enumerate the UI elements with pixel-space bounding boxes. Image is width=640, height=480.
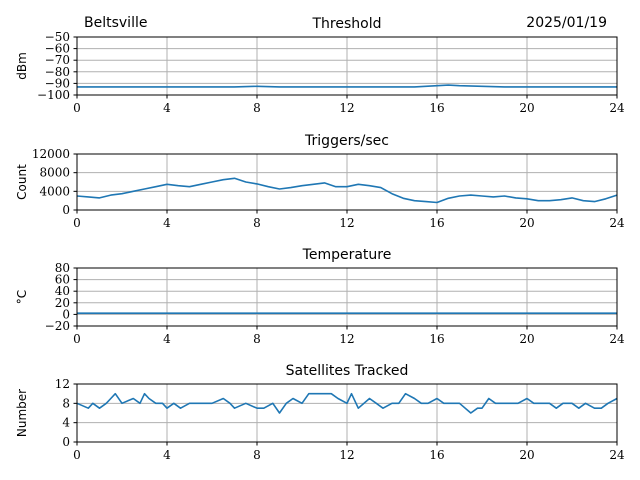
threshold-ylabel: dBm: [15, 52, 29, 80]
chart-threshold: 0 4 8 12 16 20 24 −100−90−80−70−60−50 Threshold d…: [15, 16, 625, 115]
temperature-ytick-label: −20: [45, 319, 70, 333]
header-location: Beltsville: [84, 15, 147, 31]
satellites-ylabel: Number: [15, 389, 29, 437]
threshold-xtick-label: 24: [609, 101, 625, 115]
satellites-series-line: [76, 392, 618, 414]
temperature-ytick-label: 40: [55, 284, 70, 298]
chart-triggers: 0 4 8 12 16 20 24 0 4000 8000 12000 Triggers/sec Cou…: [15, 133, 625, 230]
threshold-xtick-label: 8: [253, 101, 261, 115]
threshold-series-line: [77, 84, 617, 88]
triggers-xtick-label: 0: [73, 216, 81, 230]
satellites-ytick-label: 12: [55, 377, 70, 391]
threshold-ytick-label: −80: [45, 65, 70, 79]
chart-satellites: 0 4 8 12 16 20 24 0 4 8 12 Satellites Tracked Number: [15, 363, 625, 462]
triggers-ytick-label: 12000: [32, 147, 70, 161]
triggers-xtick-label: 24: [609, 216, 625, 230]
satellites-ytick-label: 0: [62, 435, 70, 449]
threshold-xtick-label: 12: [339, 101, 354, 115]
satellites-xtick-label: 24: [609, 448, 625, 462]
triggers-xtick-label: 4: [163, 216, 171, 230]
triggers-ytick-label: 8000: [39, 166, 70, 180]
header-date: 2025/01/19: [526, 15, 607, 31]
threshold-ytick-label: −60: [45, 42, 70, 56]
threshold-xtick-label: 20: [519, 101, 534, 115]
satellites-ytick-label: 4: [62, 416, 70, 430]
satellites-xtick-label: 20: [519, 448, 534, 462]
temperature-ytick-label: 80: [55, 261, 70, 275]
satellites-xtick-label: 12: [339, 448, 354, 462]
temperature-xtick-label: 12: [339, 332, 354, 346]
satellites-xtick-label: 8: [253, 448, 261, 462]
triggers-xtick-label: 16: [429, 216, 444, 230]
triggers-title: Triggers/sec: [304, 133, 389, 149]
threshold-ytick-label: −50: [45, 30, 70, 44]
triggers-ytick-label: 4000: [39, 184, 70, 198]
chart-panels: 0 4 8 12 16 20 24 −100−90−80−70−60−50 Threshold d…: [15, 16, 625, 462]
threshold-title: Threshold: [312, 16, 382, 32]
threshold-xtick-label: 4: [163, 101, 171, 115]
temperature-ytick-label: 0: [62, 307, 70, 321]
temperature-title: Temperature: [302, 247, 392, 263]
satellites-xtick-label: 4: [163, 448, 171, 462]
temperature-xtick-label: 16: [429, 332, 444, 346]
threshold-ytick-label: −70: [45, 53, 70, 67]
temperature-ytick-label: 20: [55, 296, 70, 310]
threshold-ytick-label: −100: [37, 88, 70, 102]
triggers-xtick-label: 12: [339, 216, 354, 230]
temperature-xtick-label: 4: [163, 332, 171, 346]
temperature-xtick-label: 20: [519, 332, 534, 346]
temperature-ytick-label: 60: [55, 273, 70, 287]
triggers-xtick-label: 20: [519, 216, 534, 230]
threshold-xtick-label: 16: [429, 101, 444, 115]
temperature-xtick-label: 24: [609, 332, 625, 346]
satellites-xtick-label: 0: [73, 448, 81, 462]
threshold-ytick-label: −90: [45, 76, 70, 90]
threshold-xtick-label: 0: [73, 101, 81, 115]
triggers-series-line: [76, 177, 618, 204]
triggers-ylabel: Count: [15, 164, 29, 200]
triggers-xtick-label: 8: [253, 216, 261, 230]
triggers-ytick-label: 0: [62, 203, 70, 217]
satellites-ytick-label: 8: [62, 396, 70, 410]
satellites-title: Satellites Tracked: [286, 363, 409, 379]
temperature-ylabel: °C: [15, 290, 29, 304]
satellites-xtick-label: 16: [429, 448, 444, 462]
temperature-xtick-label: 0: [73, 332, 81, 346]
temperature-xtick-label: 8: [253, 332, 261, 346]
